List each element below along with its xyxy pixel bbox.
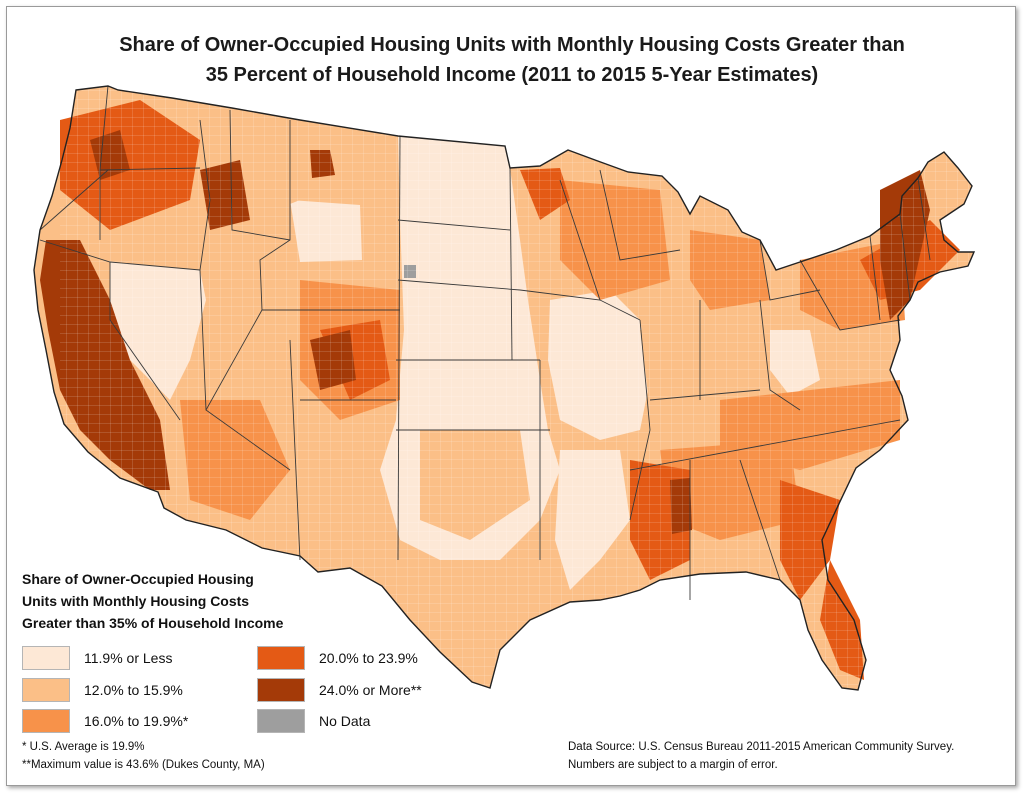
state-boundary xyxy=(229,109,291,241)
footnote-average: * U.S. Average is 19.9% xyxy=(22,741,145,753)
title-line-2: 35 Percent of Household Income (2011 to … xyxy=(205,64,819,86)
state-boundary xyxy=(629,319,651,521)
source-line-1: Data Source: U.S. Census Bureau 2011-201… xyxy=(568,741,955,753)
state-boundary xyxy=(397,219,511,231)
state-boundary xyxy=(799,259,901,331)
state-boundary xyxy=(759,299,801,411)
state-boundary xyxy=(39,169,109,231)
state-boundary xyxy=(739,459,781,581)
state-boundary xyxy=(289,339,301,561)
legend-title-line-1: Share of Owner-Occupied Housing xyxy=(22,571,254,587)
state-boundary xyxy=(629,419,901,471)
data-source: Data Source: U.S. Census Bureau 2011-201… xyxy=(568,738,954,774)
us-outline xyxy=(33,85,976,691)
title-line-1: Share of Owner-Occupied Housing Units wi… xyxy=(119,34,905,56)
state-boundary xyxy=(649,389,761,401)
legend-swatch xyxy=(257,646,305,670)
legend-label: 20.0% to 23.9% xyxy=(319,650,418,666)
county-region xyxy=(290,200,362,262)
state-boundary xyxy=(869,235,881,321)
legend-item-6: No Data xyxy=(257,708,370,734)
legend-item-1: 11.9% or Less xyxy=(22,645,172,671)
state-boundary xyxy=(259,120,400,311)
legend-label: 11.9% or Less xyxy=(84,650,173,666)
county-region xyxy=(670,478,692,534)
legend-label: 24.0% or More** xyxy=(319,682,422,698)
state-boundaries xyxy=(39,85,931,600)
state-boundary xyxy=(397,135,401,561)
state-boundary xyxy=(899,213,911,301)
state-boundary xyxy=(397,279,521,291)
legend-title: Share of Owner-Occupied Housing Units wi… xyxy=(22,568,322,634)
legend-title-line-3: Greater than 35% of Household Income xyxy=(22,615,284,631)
legend-item-3: 16.0% to 19.9%* xyxy=(22,708,188,734)
state-boundary xyxy=(559,179,601,301)
legend-swatch xyxy=(22,646,70,670)
legend-swatch xyxy=(257,678,305,702)
legend-label: No Data xyxy=(319,713,371,729)
state-boundary xyxy=(205,309,291,471)
county-region xyxy=(690,230,770,310)
state-boundary xyxy=(759,239,821,301)
legend-swatch xyxy=(22,678,70,702)
county-region xyxy=(404,265,416,278)
legend-item-5: 24.0% or More** xyxy=(257,677,422,703)
state-boundary xyxy=(917,177,931,261)
legend-swatch xyxy=(257,709,305,733)
state-boundary xyxy=(599,169,681,261)
state-boundary xyxy=(509,167,513,361)
legend-swatch xyxy=(22,709,70,733)
legend-item-4: 20.0% to 23.9% xyxy=(257,645,418,671)
legend-item-2: 12.0% to 15.9% xyxy=(22,677,183,703)
source-line-2: Numbers are subject to a margin of error… xyxy=(568,759,778,771)
footnote-maximum: **Maximum value is 43.6% (Dukes County, … xyxy=(22,759,265,771)
footnotes: * U.S. Average is 19.9% **Maximum value … xyxy=(22,738,265,774)
map-title: Share of Owner-Occupied Housing Units wi… xyxy=(0,30,1024,90)
legend-label: 16.0% to 19.9%* xyxy=(84,713,189,729)
legend-label: 12.0% to 15.9% xyxy=(84,682,183,698)
legend-title-line-2: Units with Monthly Housing Costs xyxy=(22,593,250,609)
state-boundary xyxy=(199,119,211,411)
state-boundary xyxy=(109,262,181,421)
